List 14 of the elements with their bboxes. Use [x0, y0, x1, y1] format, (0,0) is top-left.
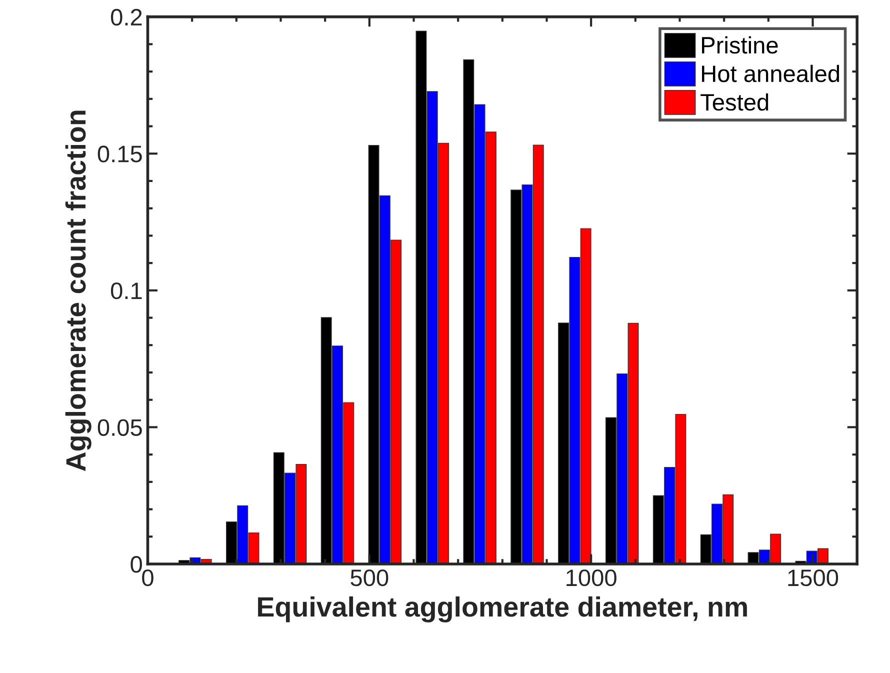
x-axis-title: Equivalent agglomerate diameter, nm	[258, 596, 747, 622]
y-tick-label: 0.1	[110, 282, 142, 300]
y-tick-label: 0	[130, 556, 142, 573]
legend-label: Tested	[700, 93, 768, 111]
y-axis-title: Agglomerate count fraction	[65, 110, 92, 472]
y-tick-label: 0.2	[110, 8, 142, 26]
y-tick-label: 0.05	[98, 419, 142, 436]
legend-label: Hot annealed	[702, 64, 840, 82]
x-tick-label: 500	[350, 569, 388, 586]
y-tick-label: 0.15	[98, 146, 142, 162]
legend-label: Pristine	[702, 36, 778, 54]
x-tick-label: 1500	[788, 569, 838, 586]
x-tick-label: 0	[142, 569, 154, 586]
x-tick-label: 1000	[566, 569, 616, 586]
